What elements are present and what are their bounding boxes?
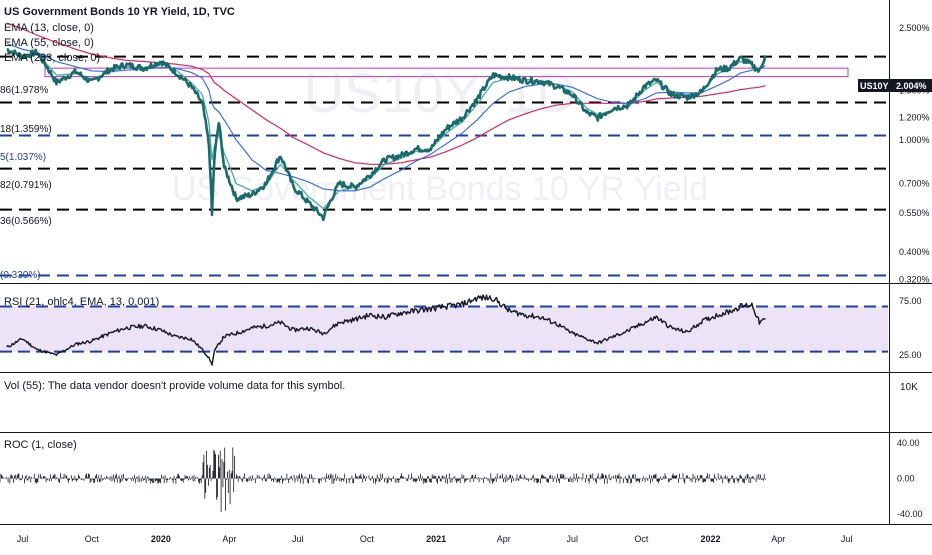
x-tick-label: Apr <box>222 534 236 544</box>
level-label: 86(1.978% <box>0 85 49 96</box>
series-layer <box>0 22 767 512</box>
x-tick-label: Jul <box>841 534 853 544</box>
indicator-ema55-label[interactable]: EMA (55, close, 0) <box>4 37 94 49</box>
rsi-line <box>6 294 766 366</box>
x-tick-label: Oct <box>634 534 649 544</box>
level-label: (0.330%) <box>0 270 41 281</box>
vol-pane-label[interactable]: Vol (55): The data vendor doesn't provid… <box>4 380 346 392</box>
price-tick-label: 0.320% <box>899 274 930 284</box>
level-label: 82(0.791%) <box>0 180 52 191</box>
price-line <box>6 48 767 222</box>
watermark-symbol: US10Y, 1D <box>304 61 577 124</box>
roc-tick-label: 0.00 <box>897 474 915 484</box>
price-badge-symbol: US10Y <box>860 81 889 91</box>
price-tick-label: 1.000% <box>899 135 930 145</box>
x-tick-label: Jul <box>292 534 304 544</box>
x-tick-label: Jul <box>17 534 29 544</box>
price-badge-value: 2.004% <box>896 81 927 91</box>
price-tick-label: 1.200% <box>899 113 930 123</box>
price-badge-value-bg <box>890 79 932 92</box>
x-tick-label: Oct <box>85 534 100 544</box>
vol-axis-tick: 10K <box>900 382 918 393</box>
roc-pane-label[interactable]: ROC (1, close) <box>4 439 77 451</box>
rsi-tick-label: 25.00 <box>899 350 922 360</box>
price-badge-bg <box>858 79 890 92</box>
resistance-zone-box <box>44 67 849 78</box>
rsi-tick-label: 75.00 <box>899 296 922 306</box>
roc-tick-label: 40.00 <box>897 438 920 448</box>
indicator-ema13-label[interactable]: EMA (13, close, 0) <box>4 22 94 34</box>
indicator-ema233-label[interactable]: EMA (233, close, 0) <box>4 52 100 64</box>
roc-line <box>0 447 766 512</box>
price-tick-label: 0.550% <box>899 208 930 218</box>
level-label: 36(0.566%) <box>0 216 52 227</box>
watermark-name: US Government Bonds 10 YR Yield <box>172 170 708 208</box>
rsi-pane-label[interactable]: RSI (21, ohlc4, EMA, 13, 0.001) <box>4 296 160 308</box>
rsi-band <box>0 306 888 352</box>
level-label: 18(1.359%) <box>0 124 52 135</box>
x-tick-label: 2022 <box>701 534 721 544</box>
x-tick-label: 2020 <box>151 534 171 544</box>
price-tick-label: 0.400% <box>899 247 930 257</box>
x-tick-label: Apr <box>771 534 785 544</box>
x-tick-label: Jul <box>566 534 578 544</box>
price-tick-label: 0.700% <box>899 179 930 189</box>
x-tick-label: 2021 <box>426 534 446 544</box>
x-tick-label: Oct <box>360 534 375 544</box>
roc-tick-label: -40.00 <box>897 509 923 519</box>
x-tick-label: Apr <box>497 534 511 544</box>
price-tick-label: 2.500% <box>899 23 930 33</box>
ema55-line <box>6 43 766 192</box>
level-label: 5(1.037%) <box>0 152 47 163</box>
chart-title: US Government Bonds 10 YR Yield, 1D, TVC <box>4 6 235 18</box>
